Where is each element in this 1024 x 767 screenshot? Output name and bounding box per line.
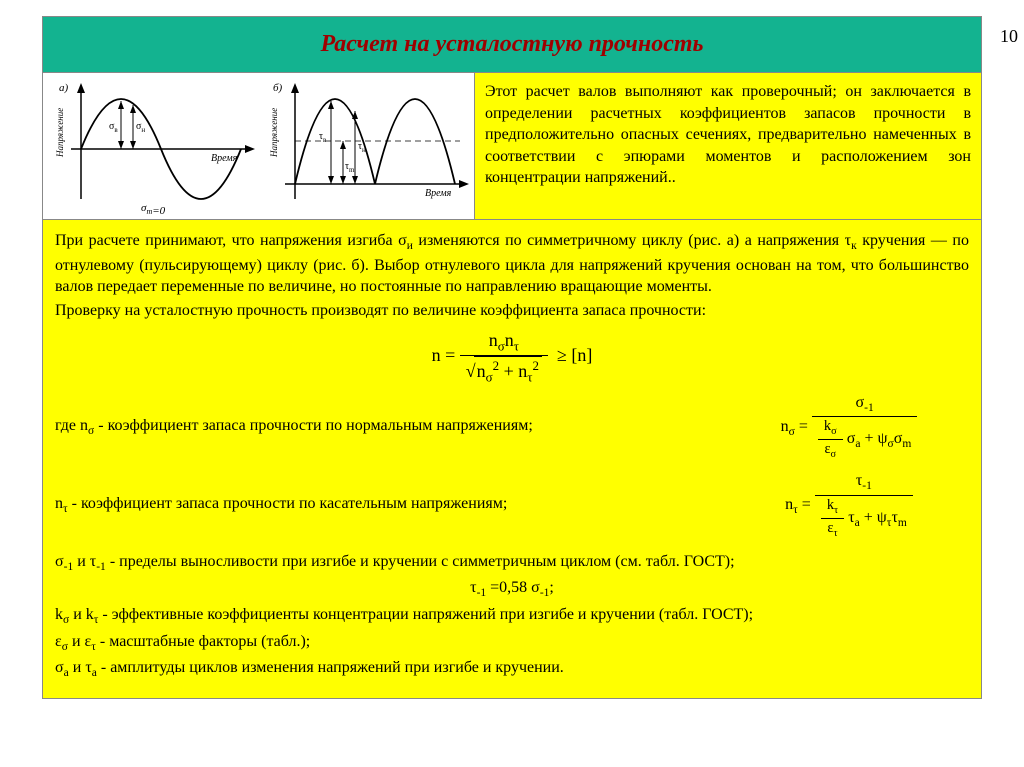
svg-text:τm: τm <box>345 161 355 174</box>
svg-text:а): а) <box>59 82 69 94</box>
paragraph-5: σ-1 и τ-1 - пределы выносливости при изг… <box>55 551 969 576</box>
intro-text: Этот расчет валов выполняют как провероч… <box>475 73 981 219</box>
svg-text:σв: σв <box>109 121 118 134</box>
paragraph-8: εσ и ετ - масштабные факторы (табл.); <box>55 631 969 656</box>
page-title: Расчет на усталостную прочность <box>43 17 981 73</box>
svg-text:σн: σн <box>136 121 145 134</box>
svg-text:Напряжение: Напряжение <box>55 108 65 158</box>
paragraph-3: где nσ - коэффициент запаса прочности по… <box>55 415 729 440</box>
slide-container: Расчет на усталостную прочность а) Напря… <box>42 16 982 699</box>
paragraph-2: Проверку на усталостную прочность произв… <box>55 300 969 322</box>
svg-text:τв: τв <box>319 131 327 144</box>
stress-cycle-diagrams: а) Напряжение Время σв σн σm= <box>45 75 473 217</box>
svg-text:б): б) <box>273 82 283 94</box>
paragraph-9: σa и τa - амплитуды циклов изменения нап… <box>55 657 969 682</box>
paragraph-4: nτ - коэффициент запаса прочности по кас… <box>55 493 729 518</box>
diagram-cell: а) Напряжение Время σв σн σm= <box>43 73 475 219</box>
formula-main: n = nσnτ √nσ2 + nτ2 ≥ [n] <box>55 328 969 386</box>
svg-text:Время: Время <box>425 188 452 199</box>
intro-row: а) Напряжение Время σв σн σm= <box>43 73 981 220</box>
svg-text:Напряжение: Напряжение <box>269 108 279 158</box>
formula-n-tau: nτ = τ-1 kτετ τa + ψττm <box>729 470 969 540</box>
paragraph-1: При расчете принимают, что напряжения из… <box>55 230 969 298</box>
formula-n-sigma: nσ = σ-1 kσεσ σa + ψσσm <box>729 392 969 462</box>
main-body: При расчете принимают, что напряжения из… <box>43 220 981 698</box>
paragraph-7: kσ и kτ - эффективные коэффициенты конце… <box>55 604 969 629</box>
page-number: 10 <box>1000 26 1018 47</box>
svg-text:Время: Время <box>211 153 238 164</box>
svg-text:σm=0: σm=0 <box>141 202 166 217</box>
paragraph-6: τ-1 =0,58 σ-1; <box>55 577 969 602</box>
svg-text:τн: τн <box>358 141 366 154</box>
